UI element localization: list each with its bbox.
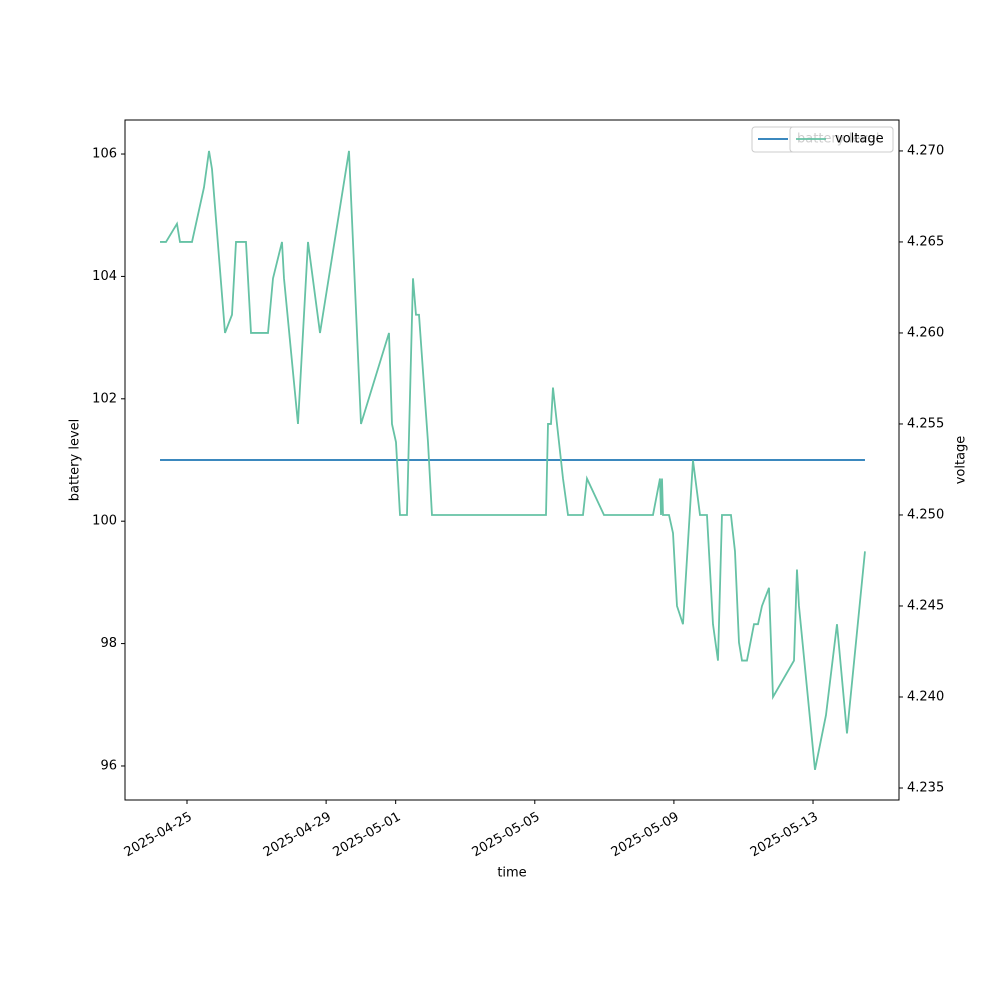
series-line [160, 150, 866, 770]
x-tick-label: 2025-04-25 [122, 810, 195, 861]
y-tick-label: 104 [92, 269, 117, 284]
x-tick-label: 2025-05-09 [609, 810, 682, 861]
y2-tick-label: 4.240 [907, 689, 944, 704]
y-tick-label: 106 [92, 147, 117, 162]
y2-tick-label: 4.250 [907, 507, 944, 522]
y2-tick-label: 4.270 [907, 143, 944, 158]
y-tick-label: 102 [92, 391, 117, 406]
y2-axis-label: voltage [954, 436, 969, 485]
y2-tick-label: 4.255 [907, 416, 944, 431]
y2-tick-label: 4.235 [907, 780, 944, 795]
x-tick-label: 2025-05-13 [748, 810, 821, 861]
legend-box [789, 126, 894, 153]
y-tick-label: 96 [100, 758, 117, 773]
y2-tick-label: 4.245 [907, 598, 944, 613]
x-tick-label: 2025-04-29 [261, 810, 334, 861]
x-axis-label: time [497, 866, 526, 881]
y-tick-label: 100 [92, 514, 117, 529]
y-axis-label: battery level [68, 419, 83, 502]
plot-frame [124, 119, 900, 801]
x-tick-label: 2025-05-01 [330, 810, 403, 861]
legend-label: voltage [835, 132, 884, 147]
x-tick-label: 2025-05-05 [470, 810, 543, 861]
y2-tick-label: 4.260 [907, 325, 944, 340]
y-tick-label: 98 [100, 636, 117, 651]
y2-tick-label: 4.265 [907, 234, 944, 249]
